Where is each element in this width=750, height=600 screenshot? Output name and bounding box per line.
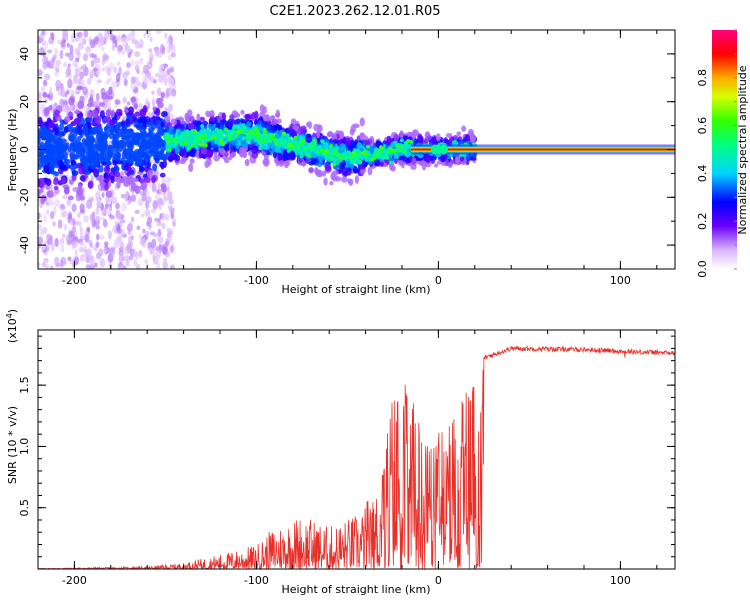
snr-y-label: SNR (10 * v/v)	[6, 406, 19, 484]
y-tick-label: 20	[18, 95, 31, 109]
x-tick-label: 100	[610, 574, 631, 587]
y-tick-label: 40	[18, 47, 31, 61]
y-tick-label: 0	[18, 146, 31, 153]
snr-y-multiplier: (x104)	[5, 309, 19, 343]
x-tick-label: 0	[435, 274, 442, 287]
spectrogram-y-ticks: -40 -20 0 20 40	[18, 29, 675, 270]
y-tick-label: -40	[18, 236, 31, 254]
x-tick-label: 0	[435, 574, 442, 587]
spectrogram-x-label: Height of straight line (km)	[281, 283, 430, 296]
snr-x-label: Height of straight line (km)	[281, 583, 430, 596]
snr-y-ticks: 0.5 1.0 1.5	[18, 335, 675, 558]
colorbar-label: Normalized spectral amplitude	[736, 65, 749, 234]
snr-panel: -200 -100 0 100 0.5 1.0 1.5 Height of straigh…	[5, 309, 676, 596]
colorbar-tick-label: 0.0	[696, 260, 709, 278]
x-tick-label: -100	[244, 574, 269, 587]
figure-title: C2E1.2023.262.12.01.R05	[269, 4, 440, 19]
x-tick-label: 100	[610, 274, 631, 287]
colorbar-tick-label: 0.8	[696, 69, 709, 87]
colorbar-tick-label: 0.4	[696, 165, 709, 183]
x-tick-label: -200	[62, 274, 87, 287]
y-tick-label: 0.5	[18, 499, 31, 517]
snr-series-line	[38, 345, 675, 569]
y-tick-label: 1.5	[18, 376, 31, 394]
colorbar-tick-label: 0.2	[696, 212, 709, 230]
colorbar-ticks: 0.0 0.2 0.4 0.6 0.8	[696, 29, 737, 278]
y-tick-label: -20	[18, 188, 31, 206]
colorbar-tick-label: 0.6	[696, 117, 709, 135]
colorbar-gradient	[712, 30, 737, 269]
spectrogram-y-label: Frequency (Hz)	[6, 109, 19, 192]
x-tick-label: -200	[62, 574, 87, 587]
spectrogram-plot-area	[38, 30, 675, 269]
x-tick-label: -100	[244, 274, 269, 287]
colorbar: 0.0 0.2 0.4 0.6 0.8 Normalized spectral ampl…	[696, 29, 749, 278]
y-tick-label: 1.0	[18, 438, 31, 456]
spectrogram-x-ticks: -200 -100 0 100	[37, 30, 658, 287]
snr-x-ticks: -200 -100 0 100	[37, 330, 658, 587]
